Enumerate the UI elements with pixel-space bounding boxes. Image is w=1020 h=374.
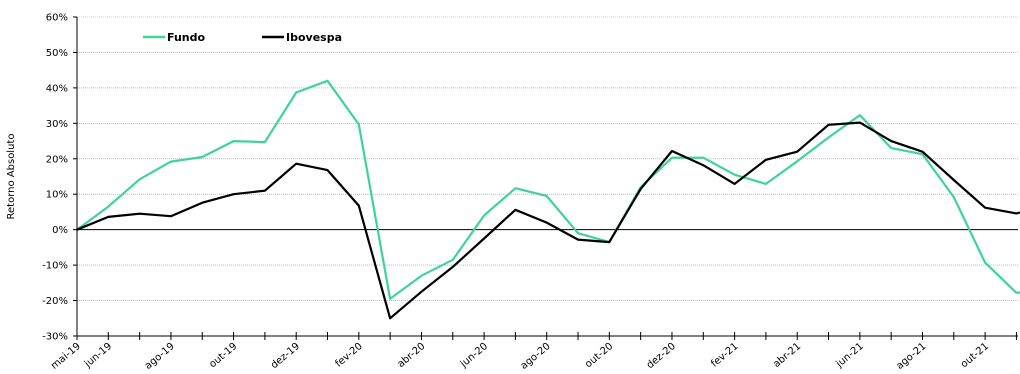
y-tick-label: -30% xyxy=(42,332,68,343)
legend: Fundo Ibovespa xyxy=(143,31,342,44)
x-tick-label: jun-19 xyxy=(82,341,114,371)
y-tick-label: -10% xyxy=(42,261,68,272)
y-tick-label: 20% xyxy=(46,154,68,165)
x-tick-label: dez-20 xyxy=(645,341,678,371)
y-axis-label: Retorno Absoluto xyxy=(6,134,17,220)
x-tick-label: abr-20 xyxy=(396,341,428,370)
x-tick-label: out-19 xyxy=(207,341,239,370)
legend-label-fundo: Fundo xyxy=(167,31,206,44)
legend-label-ibovespa: Ibovespa xyxy=(286,31,342,44)
y-tick-label: 30% xyxy=(46,119,68,130)
y-tick-label: 0% xyxy=(52,225,68,236)
x-tick-label: out-21 xyxy=(959,341,991,370)
x-tick-label: jun-21 xyxy=(834,341,866,371)
y-tick-label: 50% xyxy=(46,48,68,59)
y-tick-label: -20% xyxy=(42,296,68,307)
series-line-fundo xyxy=(75,79,1020,300)
x-tick-label: mai-19 xyxy=(49,341,83,372)
grid xyxy=(77,16,1018,337)
x-tick-label: ago-20 xyxy=(519,341,553,372)
x-tick-label: abr-21 xyxy=(771,341,803,370)
series-line-ibovespa xyxy=(75,121,1020,320)
x-tick-label: fev-21 xyxy=(709,341,740,370)
y-tick-label: 60% xyxy=(46,13,68,24)
x-tick-label: jun-20 xyxy=(458,341,490,371)
y-tick-label: 10% xyxy=(46,190,68,201)
x-tick-label: ago-21 xyxy=(894,341,928,372)
y-tick-label: 40% xyxy=(46,83,68,94)
series-lines xyxy=(75,79,1020,320)
x-tick-label: ago-19 xyxy=(143,341,177,372)
x-tick-label: fev-20 xyxy=(333,341,364,370)
x-tick-label: dez-19 xyxy=(269,341,302,371)
x-tick-label: out-20 xyxy=(583,341,615,370)
